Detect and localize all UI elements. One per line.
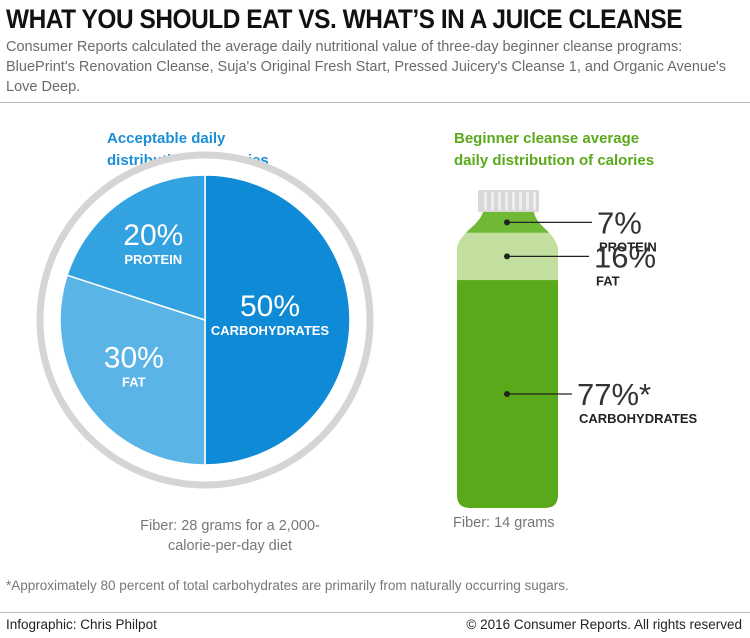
bottle-label-protein: PROTEIN [599, 239, 657, 254]
page-subtitle: Consumer Reports calculated the average … [6, 39, 727, 95]
pie-label-protein: PROTEIN [124, 252, 182, 267]
cap-ridge [491, 192, 494, 210]
pie-labels: 50%CARBOHYDRATES 30%FAT 20%PROTEIN [104, 219, 330, 390]
cap-ridge [519, 192, 522, 210]
bottle-title-line-2: daily distribution of calories [454, 152, 655, 169]
pie-slices [59, 174, 351, 466]
pie-value-protein: 20% [123, 219, 183, 252]
pie-slice-protein [66, 174, 206, 322]
page-title: WHAT YOU SHOULD EAT VS. WHAT’S IN A JUIC… [6, 4, 683, 34]
cap-ridge [498, 192, 501, 210]
footer-divider [0, 612, 750, 613]
cap-ridge [526, 192, 529, 210]
copyright-notice: © 2016 Consumer Reports. All rights rese… [466, 617, 742, 632]
bottle-label-carbohydrates: CARBOHYDRATES [579, 411, 698, 426]
infographic-credit: Infographic: Chris Philpot [6, 617, 157, 632]
pie-slice-carbohydrates [204, 174, 351, 466]
cap-ridge [512, 192, 515, 210]
pie-chart: 50%CARBOHYDRATES 30%FAT 20%PROTEIN [36, 151, 374, 489]
pie-value-carbohydrates: 50% [240, 290, 300, 323]
pie-slice-fat [59, 274, 206, 466]
pie-fiber-note: Fiber: 28 grams for a 2,000-calorie-per-… [140, 518, 320, 554]
bottle-cap-ridges [484, 192, 536, 210]
bottle-value-carbohydrates: 77%* [577, 377, 651, 412]
cap-ridge [533, 192, 536, 210]
cap-ridge [505, 192, 508, 210]
pie-label-fat: FAT [122, 375, 146, 390]
bottle-label-fat: FAT [596, 273, 620, 288]
header-divider [0, 102, 750, 103]
footnote: *Approximately 80 percent of total carbo… [6, 578, 569, 593]
bottle-chart-title: Beginner cleanse average daily distribut… [454, 128, 654, 172]
bottle-cap-body [478, 190, 539, 212]
bottle-cap [478, 190, 539, 212]
pie-value-fat: 30% [104, 342, 164, 375]
bottle-value-fat: 16% [594, 239, 656, 274]
bottle-value-protein: 7% [597, 205, 642, 240]
pie-title-line-1: Acceptable daily [107, 130, 226, 147]
cap-ridge [484, 192, 487, 210]
bottle-title-line-1: Beginner cleanse average [454, 130, 640, 147]
pie-label-carbohydrates: CARBOHYDRATES [211, 323, 330, 338]
bottle-fiber-note: Fiber: 14 grams [453, 515, 555, 531]
